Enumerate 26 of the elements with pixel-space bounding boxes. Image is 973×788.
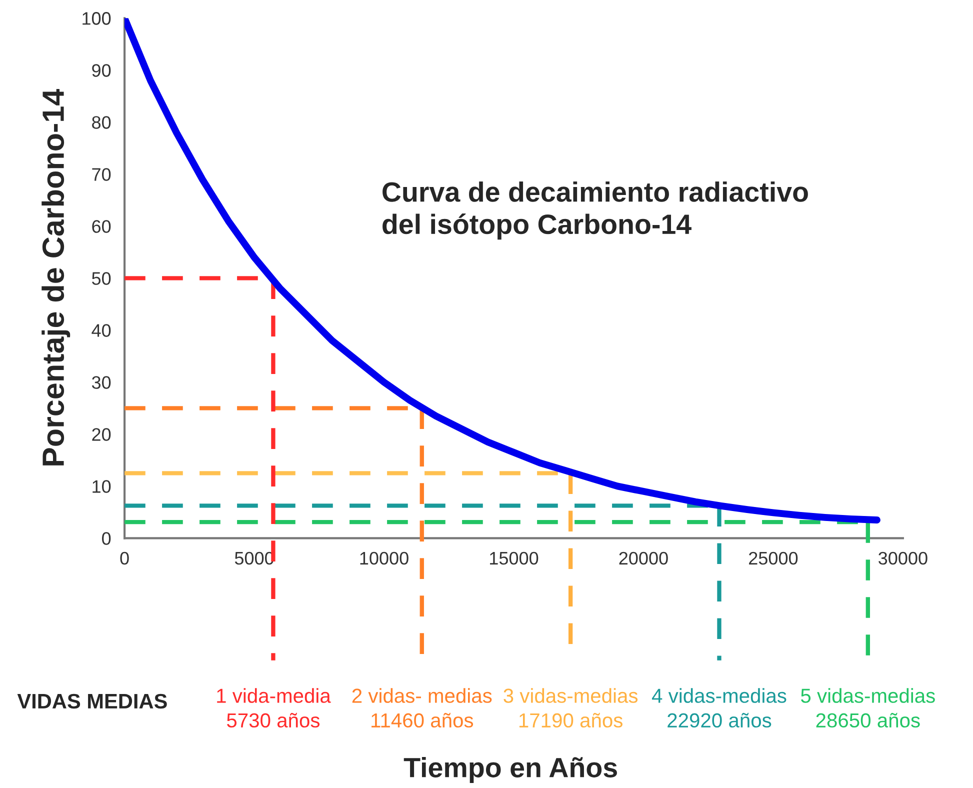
y-tick-label: 80 [92,116,111,129]
y-axis-title: Porcentaje de Carbono-14 [42,88,70,466]
text: Tiempo en Años [404,757,617,783]
ref-line-label: 1 vida-media 5730 años [217,688,331,728]
y-tick-label: 10 [92,480,111,493]
ref-line-label: 2 vidas- medias 11460 años [352,688,492,728]
ref-line-label: 5 vidas-medias 28650 años [801,688,935,728]
y-tick-label: 30 [92,376,111,389]
y-tick-label: 60 [92,220,111,233]
x-tick-label: 30000 [878,552,928,565]
y-tick-label: 0 [102,532,111,545]
text: VIDAS MEDIAS [17,694,167,709]
ref-line-label: 4 vidas-medias 22920 años [652,688,786,728]
y-tick-label: 100 [82,12,111,25]
y-tick-label: 90 [92,64,111,77]
x-tick-label: 15000 [490,552,538,565]
y-tick-label: 70 [92,168,111,181]
x-tick-label: 10000 [360,552,408,565]
x-tick-label: 20000 [619,552,668,565]
x-tick-label: 0 [120,552,129,565]
annotation: Curva de decaimiento radiactivo del isótopo Carbono-14 [382,181,808,240]
y-tick-label: 20 [92,428,111,441]
x-tick-label: 25000 [749,552,798,565]
y-tick-label: 40 [92,324,111,337]
y-tick-label: 50 [92,272,111,285]
ref-line-label: 3 vidas-medias 17190 años [504,688,638,728]
